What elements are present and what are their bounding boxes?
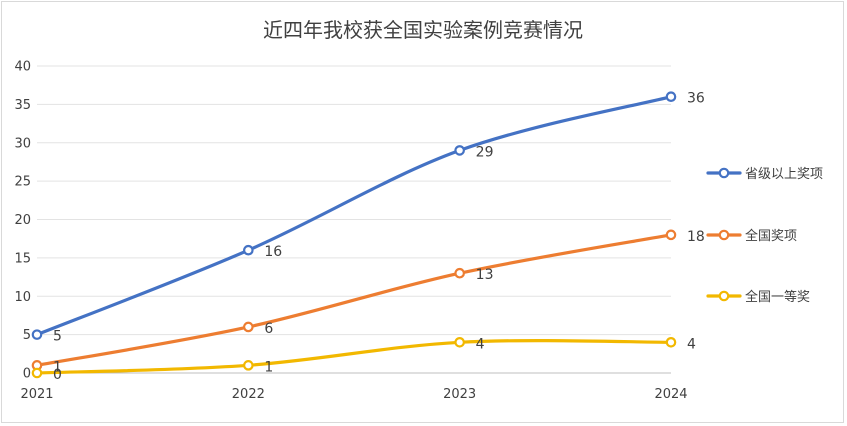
data-label: 18 [687, 229, 705, 245]
legend-label: 省级以上奖项 [745, 167, 823, 182]
data-label: 29 [476, 144, 494, 160]
legend-marker [718, 167, 730, 179]
data-label: 16 [264, 244, 282, 260]
data-label: 13 [476, 267, 494, 283]
y-tick-label: 5 [23, 328, 31, 343]
gridlines [37, 65, 671, 374]
x-tick-label: 2023 [443, 387, 476, 402]
data-label: 36 [687, 91, 705, 107]
data-label: 0 [53, 367, 62, 383]
x-axis-ticks: 2021 2022 2023 2024 [20, 387, 687, 402]
legend-label: 全国一等奖 [745, 289, 810, 305]
series-line-1 [35, 95, 673, 337]
y-tick-label: 20 [14, 213, 31, 228]
series-lines [35, 95, 673, 375]
data-point [31, 329, 43, 340]
legend-marker [718, 290, 730, 302]
data-point [31, 367, 43, 379]
y-tick-label: 15 [14, 251, 31, 266]
x-tick-label: 2021 [20, 387, 53, 402]
data-label: 4 [476, 336, 485, 352]
data-point [454, 267, 465, 279]
y-tick-label: 40 [14, 60, 31, 75]
y-tick-label: 35 [14, 98, 31, 113]
series-line-3 [35, 338, 673, 375]
data-point [454, 145, 465, 156]
data-point [243, 244, 254, 256]
chart-title: 近四年我校获全国实验案例竞赛情况 [263, 18, 583, 42]
data-label: 1 [264, 359, 273, 375]
data-point [454, 336, 465, 348]
x-tick-label: 2024 [654, 387, 687, 402]
y-tick-label: 0 [23, 367, 31, 382]
data-point [243, 321, 254, 333]
data-point [665, 91, 677, 102]
x-tick-label: 2022 [232, 387, 265, 402]
y-tick-label: 30 [14, 136, 31, 151]
y-tick-label: 10 [14, 290, 31, 305]
data-label: 5 [53, 329, 62, 345]
y-axis-ticks: 0 5 10 15 20 25 30 35 40 [14, 60, 31, 382]
series-line-2 [35, 233, 673, 367]
data-point [243, 360, 254, 371]
data-point [665, 336, 677, 348]
series-points [31, 91, 677, 379]
data-point [665, 229, 677, 241]
data-label: 1 [53, 359, 62, 375]
data-label: 4 [687, 336, 696, 352]
data-label: 6 [264, 321, 273, 337]
legend-marker [718, 229, 730, 241]
y-tick-label: 25 [14, 175, 31, 190]
legend-label: 全国奖项 [745, 228, 797, 244]
